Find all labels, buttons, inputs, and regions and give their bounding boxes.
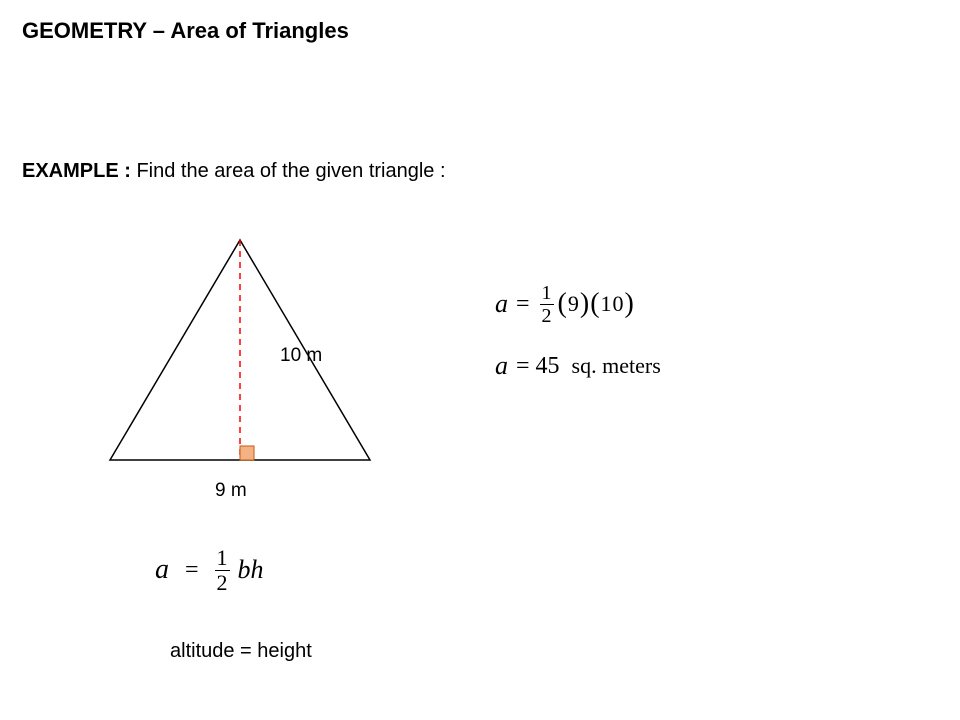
worked-equations: a = 1 2 (9)(10) a = 45 sq. meters — [495, 278, 661, 402]
fraction-numerator: 1 — [540, 283, 554, 304]
equation-line-1: a = 1 2 (9)(10) — [495, 278, 661, 330]
fraction-denominator: 2 — [215, 570, 230, 594]
altitude-note: altitude = height — [170, 640, 312, 663]
fraction-one-half: 1 2 — [540, 283, 554, 326]
example-prompt: EXAMPLE : Find the area of the given tri… — [22, 160, 446, 183]
formula-bh: bh — [238, 555, 264, 585]
equals-sign: = — [185, 557, 199, 584]
example-label: EXAMPLE : — [22, 160, 131, 182]
factor-2: (10) — [590, 288, 635, 320]
height-label: 10 m — [280, 345, 322, 367]
fraction-denominator: 2 — [540, 304, 554, 326]
example-text: Find the area of the given triangle : — [131, 160, 446, 182]
area-formula: a = 1 2 bh — [155, 540, 264, 610]
factor-1: (9) — [558, 288, 591, 320]
triangle-diagram — [100, 230, 380, 510]
equals-sign: = — [516, 291, 530, 318]
slide: GEOMETRY – Area of Triangles EXAMPLE : F… — [0, 0, 960, 720]
result-units: sq. meters — [572, 353, 661, 379]
triangle-svg — [100, 230, 380, 480]
eq2-lhs: a — [495, 351, 508, 381]
fraction-numerator: 1 — [215, 547, 230, 570]
fraction-one-half: 1 2 — [215, 547, 230, 594]
eq1-lhs: a — [495, 289, 508, 319]
equation-line-2: a = 45 sq. meters — [495, 340, 661, 392]
formula-lhs: a — [155, 554, 169, 586]
page-title: GEOMETRY – Area of Triangles — [22, 18, 349, 44]
result-value: 45 — [536, 353, 560, 380]
base-label: 9 m — [215, 480, 247, 502]
equals-sign: = — [516, 353, 530, 380]
